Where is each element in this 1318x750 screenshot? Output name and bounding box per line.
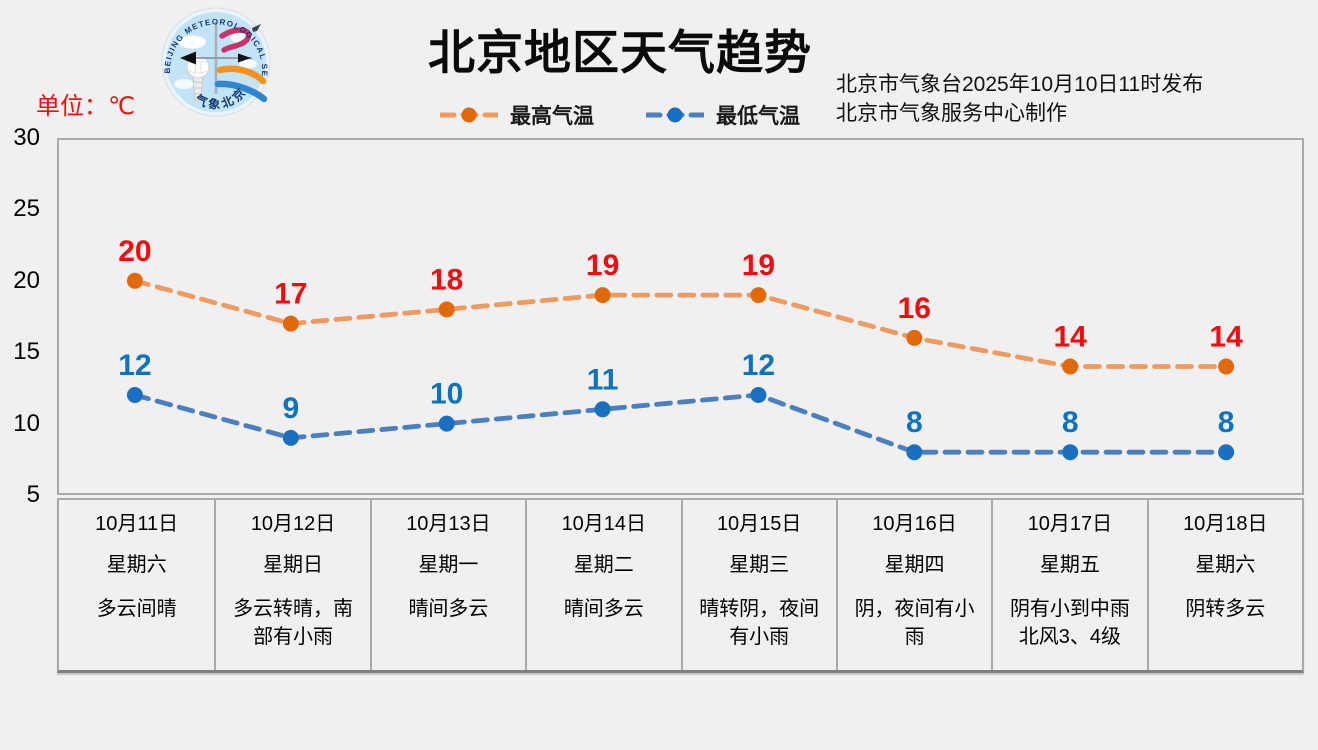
day-weekday: 星期三 bbox=[729, 554, 790, 576]
day-column: 10月16日 星期四阴，夜间有小 雨 bbox=[835, 500, 991, 670]
y-tick-label: 15 bbox=[13, 338, 40, 366]
data-label-low: 11 bbox=[587, 363, 619, 396]
day-column: 10月13日 星期一晴间多云 bbox=[369, 500, 525, 670]
data-point-high bbox=[282, 315, 299, 332]
data-point-high bbox=[750, 287, 767, 304]
data-point-high bbox=[1218, 358, 1235, 375]
data-label-low: 9 bbox=[282, 392, 299, 425]
day-date: 10月13日 bbox=[406, 513, 491, 535]
beijing-meteorological-service-logo-icon: BEIJING METEOROLOGICAL SERVICE 气象北京 bbox=[160, 5, 271, 117]
data-point-low bbox=[438, 415, 455, 432]
y-tick-label: 20 bbox=[13, 266, 40, 294]
data-label-low: 10 bbox=[430, 378, 463, 411]
legend-marker-icon bbox=[440, 107, 498, 123]
day-date: 10月15日 bbox=[716, 513, 802, 535]
vane-arrow-left-icon bbox=[180, 51, 196, 65]
day-weekday: 星期二 bbox=[573, 554, 634, 576]
day-weekday: 星期四 bbox=[884, 554, 945, 576]
data-point-low bbox=[1218, 444, 1235, 461]
y-axis-ticks: 30 25 20 15 10 5 bbox=[0, 125, 48, 508]
orange-swoosh-icon bbox=[216, 65, 267, 85]
y-tick-label: 5 bbox=[26, 481, 40, 508]
data-label-high: 16 bbox=[898, 292, 931, 325]
forecast-day-table: 10月11日 星期六 多云间晴 10月12日 星期日 多云转晴，南 部有小雨 10月13日星… bbox=[57, 498, 1304, 673]
data-point-high bbox=[126, 272, 143, 289]
day-date: 10月11日 bbox=[95, 513, 179, 535]
y-tick-label: 25 bbox=[13, 195, 40, 223]
series-line-high bbox=[132, 278, 1229, 369]
blue-swoosh-icon bbox=[214, 80, 268, 103]
day-date: 10月18日 bbox=[1183, 513, 1268, 535]
issued-line2: 北京市气象服务中心制作 bbox=[836, 102, 1067, 125]
day-date: 10月17日 bbox=[1027, 513, 1113, 535]
data-label-low: 8 bbox=[1062, 406, 1079, 439]
temperature-trend-chart: 20 17 18 19 19 16 14 14 12 9 10 11 12 8 8 8 bbox=[118, 235, 1243, 461]
data-label-high: 14 bbox=[1209, 321, 1243, 354]
page-title: 北京地区天气趋势 bbox=[428, 26, 812, 79]
data-point-low bbox=[750, 387, 767, 403]
day-weather: 晴间多云 bbox=[408, 598, 489, 620]
day-column: 10月17日 星期五阴有小到中雨 北风3、4级 bbox=[991, 500, 1146, 670]
legend-label: 最低气温 bbox=[716, 105, 800, 128]
unit-label: 单位：℃ bbox=[36, 93, 135, 120]
y-tick-label: 10 bbox=[13, 409, 40, 437]
data-point-high bbox=[438, 301, 455, 318]
day-weekday: 星期六 bbox=[1195, 554, 1256, 576]
data-point-high bbox=[906, 329, 923, 346]
data-label-low: 12 bbox=[118, 349, 151, 382]
data-point-low bbox=[1062, 444, 1079, 461]
data-label-high: 19 bbox=[742, 249, 775, 282]
day-weekday: 星期日 bbox=[263, 554, 324, 576]
issued-line1: 北京市气象台2025年10月10日11时发布 bbox=[836, 73, 1204, 96]
day-weekday: 星期六 bbox=[106, 554, 167, 576]
data-label-high: 20 bbox=[118, 235, 151, 268]
day-weekday: 星期五 bbox=[1039, 554, 1100, 576]
series-line-low bbox=[132, 392, 1229, 455]
data-point-high bbox=[1062, 358, 1079, 375]
data-label-low: 12 bbox=[742, 349, 775, 382]
day-weather: 阴有小到中雨 北风3、4级 bbox=[1009, 598, 1130, 648]
issued-info: 北京市气象台2025年10月10日11时发布 北京市气象服务中心制作 bbox=[836, 70, 1203, 128]
data-point-low bbox=[594, 401, 611, 418]
legend-label: 最高气温 bbox=[510, 105, 594, 128]
day-weather: 多云转晴，南 部有小雨 bbox=[233, 598, 354, 648]
day-column: 10月11日 星期六多云间晴 bbox=[59, 500, 214, 670]
day-weather: 多云间晴 bbox=[96, 598, 177, 620]
data-point-high bbox=[594, 287, 611, 304]
day-date: 10月14日 bbox=[561, 513, 647, 535]
chart-legend: 最高气温 最低气温 bbox=[440, 100, 800, 130]
day-date: 10月12日 bbox=[250, 513, 336, 535]
legend-item-low: 最低气温 bbox=[646, 100, 800, 130]
day-weekday: 星期一 bbox=[418, 554, 479, 576]
data-label-high: 14 bbox=[1054, 321, 1088, 354]
legend-item-high: 最高气温 bbox=[440, 100, 594, 130]
day-column: 10月12日 星期日多云转晴，南 部有小雨 bbox=[214, 500, 369, 670]
day-weather: 晴转阴，夜间 有小雨 bbox=[699, 598, 820, 648]
plane-icon bbox=[252, 24, 261, 32]
vane-arrow-right-icon bbox=[238, 53, 251, 63]
data-label-high: 19 bbox=[586, 249, 619, 282]
data-label-high: 17 bbox=[274, 278, 307, 311]
data-point-low bbox=[282, 429, 299, 446]
day-weather: 阴转多云 bbox=[1185, 598, 1266, 620]
data-label-low: 8 bbox=[1218, 406, 1235, 439]
day-date: 10月16日 bbox=[872, 513, 957, 535]
day-column: 10月14日 星期二晴间多云 bbox=[525, 500, 680, 670]
day-weather: 晴间多云 bbox=[563, 598, 644, 620]
data-label-low: 8 bbox=[906, 406, 923, 439]
y-tick-label: 30 bbox=[13, 124, 40, 151]
plot-area bbox=[57, 138, 1304, 495]
day-column: 10月18日 星期六阴转多云 bbox=[1146, 500, 1302, 670]
legend-marker-icon bbox=[646, 107, 704, 123]
data-point-low bbox=[906, 444, 923, 461]
day-column: 10月15日 星期三晴转阴，夜间 有小雨 bbox=[680, 500, 836, 670]
red-swoosh-icon bbox=[219, 27, 252, 53]
data-label-high: 18 bbox=[430, 263, 463, 296]
day-weather: 阴，夜间有小 雨 bbox=[854, 598, 975, 648]
data-point-low bbox=[126, 387, 143, 403]
